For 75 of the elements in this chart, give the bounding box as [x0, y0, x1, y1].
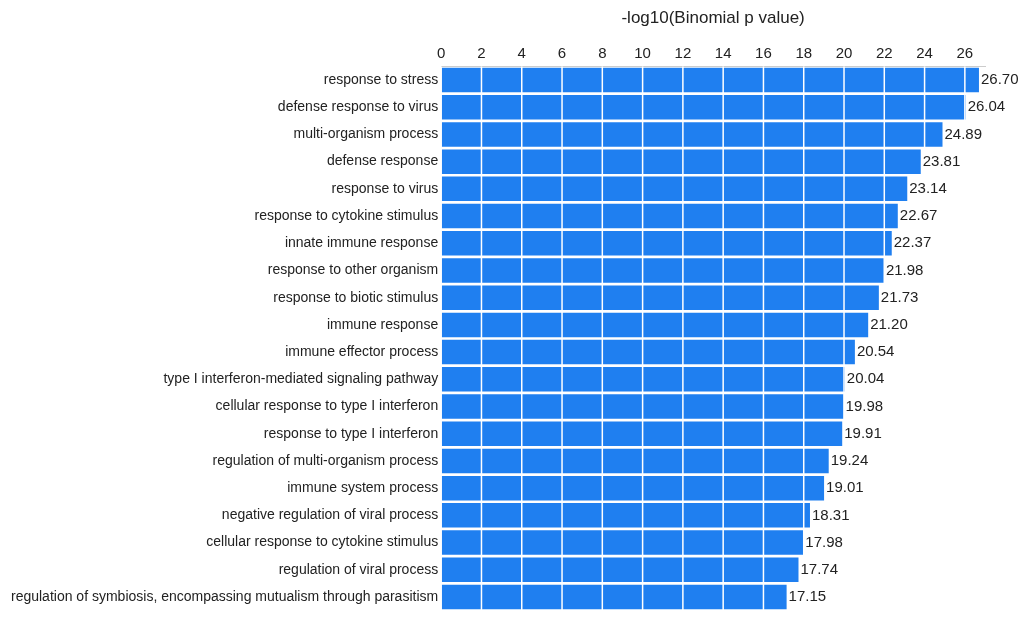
data-label: 26.04	[967, 97, 1006, 115]
data-label: 20.04	[846, 369, 885, 387]
y-tick-label: response to virus	[331, 179, 439, 196]
x-tick-label: 12	[674, 43, 692, 61]
y-tick-label: regulation of symbiosis, encompassing mutualism through parasitism	[10, 587, 439, 604]
bar	[441, 94, 966, 120]
y-tick-label: type I interferon-mediated signaling pathway	[163, 370, 439, 387]
data-label: 21.98	[885, 260, 924, 278]
data-label: 23.81	[922, 151, 961, 169]
data-label: 18.31	[811, 505, 850, 523]
y-tick-label: response to biotic stimulus	[273, 288, 439, 305]
y-tick-label: response to stress	[323, 70, 439, 87]
y-tick-label: response to type I interferon	[263, 424, 439, 441]
y-tick-label: cellular response to type I interferon	[215, 397, 439, 414]
data-label: 19.98	[845, 396, 884, 414]
x-tick-label: 4	[517, 43, 526, 61]
data-label: 17.98	[805, 532, 843, 550]
bar	[441, 584, 787, 610]
data-label: 22.67	[899, 206, 938, 224]
y-tick-label: response to other organism	[267, 261, 439, 278]
bar	[441, 339, 855, 365]
x-tick-label: 24	[916, 43, 933, 61]
bar	[441, 530, 804, 555]
data-label: 26.70	[980, 70, 1019, 88]
data-label: 22.37	[893, 233, 932, 251]
bar	[441, 149, 921, 174]
y-tick-label: multi-organism process	[293, 125, 439, 142]
x-tick-label: 16	[755, 43, 772, 61]
bar	[441, 367, 845, 392]
bar	[441, 176, 908, 202]
x-tick-label: 10	[634, 43, 651, 61]
y-tick-label: innate immune response	[284, 234, 439, 251]
x-tick-label: 14	[714, 43, 732, 61]
data-label: 21.73	[880, 287, 919, 305]
bar	[441, 475, 825, 501]
data-label: 23.14	[909, 178, 947, 196]
data-label: 19.91	[844, 423, 882, 441]
x-tick-label: 22	[875, 43, 893, 61]
data-label: 17.74	[800, 559, 839, 577]
data-label: 17.15	[788, 587, 827, 605]
bar	[441, 285, 879, 310]
bar	[441, 394, 844, 419]
y-tick-label: regulation of viral process	[278, 560, 439, 577]
y-tick-label: response to cytokine stimulus	[254, 206, 439, 223]
x-tick-label: 2	[477, 43, 486, 61]
data-label: 20.54	[856, 342, 895, 360]
bar	[441, 67, 979, 93]
bar	[441, 312, 869, 338]
bar	[441, 258, 884, 283]
x-tick-label: 18	[795, 43, 813, 61]
y-tick-label: immune response	[326, 315, 439, 332]
bar	[441, 421, 843, 446]
bar	[441, 203, 898, 229]
x-tick-label: 20	[835, 43, 853, 61]
bar	[441, 122, 943, 147]
bar	[441, 231, 892, 256]
x-axis-title: -log10(Binomial p value)	[621, 7, 805, 27]
y-tick-label: defense response to virus	[277, 98, 439, 115]
bar	[441, 448, 829, 474]
data-label: 24.89	[944, 124, 983, 142]
y-tick-label: immune system process	[287, 479, 439, 496]
y-tick-label: regulation of multi-organism process	[212, 451, 439, 468]
data-label: 19.24	[830, 451, 869, 469]
y-tick-label: defense response	[326, 152, 439, 169]
y-tick-label: immune effector process	[285, 342, 439, 359]
bar	[441, 503, 810, 528]
data-label: 19.01	[826, 478, 864, 496]
x-tick-label: 0	[437, 43, 446, 61]
x-tick-label: 6	[557, 43, 567, 61]
x-tick-label: 8	[598, 43, 607, 61]
x-tick-label: 26	[956, 43, 974, 61]
bar	[441, 557, 799, 583]
y-tick-label: cellular response to cytokine stimulus	[206, 533, 439, 550]
data-label: 21.20	[870, 315, 908, 333]
y-tick-label: negative regulation of viral process	[221, 506, 439, 523]
